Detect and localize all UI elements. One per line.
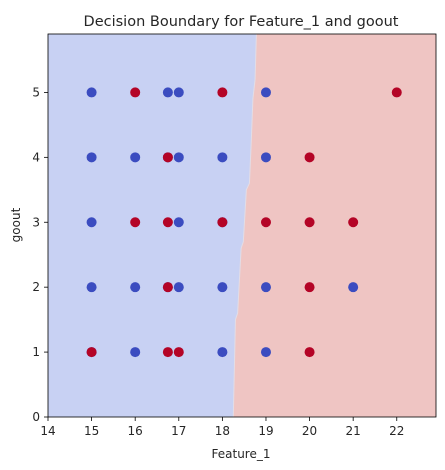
scatter-point-class-0 [86, 152, 97, 163]
y-tick-label: 3 [32, 215, 40, 229]
x-axis: 14 15 16 17 18 19 20 21 22 [40, 417, 404, 438]
x-tick-label: 20 [302, 424, 317, 438]
scatter-point-class-0 [130, 347, 141, 358]
x-tick-label: 21 [346, 424, 361, 438]
scatter-point-class-0 [217, 347, 228, 358]
x-tick-label: 18 [215, 424, 230, 438]
scatter-point-class-0 [217, 282, 228, 293]
x-tick-label: 16 [128, 424, 143, 438]
y-axis-label: goout [9, 207, 23, 242]
decision-boundary-line [232, 33, 257, 418]
scatter-point-class-0 [173, 87, 184, 98]
x-tick-label: 14 [40, 424, 55, 438]
scatter-point-class-1 [217, 217, 228, 228]
y-axis: 0 1 2 3 4 5 [32, 85, 48, 424]
x-tick-label: 15 [84, 424, 99, 438]
scatter-point-class-0 [162, 87, 173, 98]
scatter-point-class-0 [130, 282, 141, 293]
scatter-point-class-1 [173, 347, 184, 358]
plot-frame [47, 33, 437, 418]
scatter-point-class-0 [260, 152, 271, 163]
plot-area [47, 33, 437, 418]
scatter-point-class-1 [162, 152, 173, 163]
y-tick-label: 1 [32, 345, 40, 359]
y-tick-label: 0 [32, 410, 40, 424]
scatter-point-class-0 [173, 152, 184, 163]
scatter-point-class-1 [304, 217, 315, 228]
scatter-point-class-0 [86, 217, 97, 228]
scatter-point-class-1 [260, 217, 271, 228]
scatter-point-class-0 [260, 282, 271, 293]
scatter-point-class-1 [348, 217, 359, 228]
scatter-point-class-0 [348, 282, 359, 293]
scatter-point-class-1 [304, 152, 315, 163]
x-tick-label: 19 [258, 424, 273, 438]
scatter-point-class-1 [86, 347, 97, 358]
scatter-point-class-0 [173, 282, 184, 293]
scatter-point-class-0 [130, 152, 141, 163]
scatter-point-class-1 [217, 87, 228, 98]
scatter-point-class-1 [162, 282, 173, 293]
region-class-0 [48, 34, 257, 417]
scatter-point-class-0 [86, 87, 97, 98]
scatter-point-class-1 [130, 217, 141, 228]
scatter-point-class-1 [304, 282, 315, 293]
y-tick-label: 5 [32, 85, 40, 99]
x-tick-label: 17 [171, 424, 186, 438]
x-axis-label: Feature_1 [212, 447, 271, 461]
scatter-point-class-0 [86, 282, 97, 293]
x-tick-label: 22 [389, 424, 404, 438]
y-tick-label: 4 [32, 150, 40, 164]
y-tick-label: 2 [32, 280, 40, 294]
scatter-point-class-1 [391, 87, 402, 98]
scatter-point-class-1 [130, 87, 141, 98]
scatter-point-class-0 [217, 152, 228, 163]
scatter-point-class-1 [162, 347, 173, 358]
scatter-point-class-0 [173, 217, 184, 228]
scatter-point-class-0 [260, 347, 271, 358]
scatter-point-class-1 [304, 347, 315, 358]
scatter-point-class-1 [162, 217, 173, 228]
scatter-point-class-0 [260, 87, 271, 98]
chart-title: Decision Boundary for Feature_1 and goou… [84, 14, 399, 30]
